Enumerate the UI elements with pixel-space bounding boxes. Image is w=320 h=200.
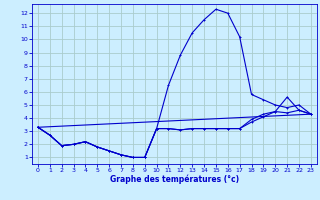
X-axis label: Graphe des températures (°c): Graphe des températures (°c): [110, 175, 239, 184]
